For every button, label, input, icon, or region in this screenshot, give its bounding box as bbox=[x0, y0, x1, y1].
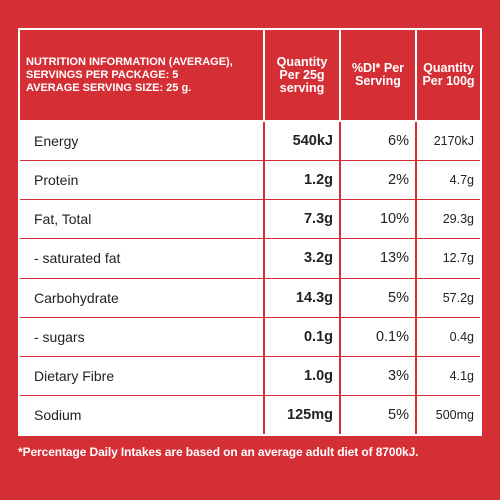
nutrition-info-header: NUTRITION INFORMATION (AVERAGE), SERVING… bbox=[20, 30, 264, 121]
per-serving-column-header: Quantity Per 25g serving bbox=[263, 30, 340, 121]
daily-intake-value: 0.1% bbox=[339, 316, 416, 357]
table-row: Dietary Fibre 1.0g 3% 4.1g bbox=[20, 355, 480, 396]
per-100g-value: 57.2g bbox=[415, 277, 480, 318]
per-serving-header-line3: serving bbox=[279, 80, 325, 95]
nutrition-panel: NUTRITION INFORMATION (AVERAGE), SERVING… bbox=[18, 28, 482, 436]
table-row: Sodium 125mg 5% 500mg bbox=[20, 394, 480, 434]
per-serving-header-line2: Per 25g bbox=[279, 67, 325, 82]
row-label: Protein bbox=[20, 160, 264, 200]
table-row: Protein 1.2g 2% 4.7g bbox=[20, 160, 480, 200]
row-label: - sugars bbox=[20, 316, 264, 357]
per-100g-value: 4.7g bbox=[415, 160, 480, 200]
table-row: - saturated fat 3.2g 13% 12.7g bbox=[20, 238, 480, 279]
per-serving-value: 7.3g bbox=[263, 199, 340, 239]
per-100g-value: 0.4g bbox=[415, 316, 480, 357]
table-row: Energy 540kJ 6% 2170kJ bbox=[20, 120, 480, 161]
per-serving-value: 0.1g bbox=[263, 316, 340, 357]
row-label: Dietary Fibre bbox=[20, 355, 264, 396]
row-label: Sodium bbox=[20, 394, 264, 434]
per-100g-value: 29.3g bbox=[415, 199, 480, 239]
daily-intake-value: 5% bbox=[339, 277, 416, 318]
daily-intake-column-header: %DI* Per Serving bbox=[339, 30, 416, 121]
per-serving-header-line1: Quantity bbox=[276, 54, 328, 69]
row-label: Fat, Total bbox=[20, 199, 264, 239]
daily-intake-value: 2% bbox=[339, 160, 416, 200]
row-label: Energy bbox=[20, 120, 264, 161]
average-serving-size: AVERAGE SERVING SIZE: 25 g. bbox=[26, 81, 192, 94]
per-100g-header-line2: Per 100g bbox=[422, 74, 475, 88]
daily-intake-value: 5% bbox=[339, 394, 416, 434]
daily-intake-footnote: *Percentage Daily Intakes are based on a… bbox=[18, 445, 419, 459]
table-row: - sugars 0.1g 0.1% 0.4g bbox=[20, 316, 480, 357]
row-label: - saturated fat bbox=[20, 238, 264, 279]
info-title: NUTRITION INFORMATION (AVERAGE), bbox=[26, 55, 233, 68]
table-row: Carbohydrate 14.3g 5% 57.2g bbox=[20, 277, 480, 318]
daily-intake-header-line1: %DI* Per bbox=[351, 61, 405, 75]
per-serving-value: 1.2g bbox=[263, 160, 340, 200]
servings-per-package: SERVINGS PER PACKAGE: 5 bbox=[26, 68, 179, 81]
daily-intake-value: 10% bbox=[339, 199, 416, 239]
per-100g-value: 12.7g bbox=[415, 238, 480, 279]
table-row: Fat, Total 7.3g 10% 29.3g bbox=[20, 199, 480, 239]
per-100g-column-header: Quantity Per 100g bbox=[415, 30, 480, 121]
per-100g-value: 4.1g bbox=[415, 355, 480, 396]
daily-intake-value: 3% bbox=[339, 355, 416, 396]
per-100g-value: 500mg bbox=[415, 394, 480, 434]
per-serving-value: 540kJ bbox=[263, 120, 340, 161]
daily-intake-value: 6% bbox=[339, 120, 416, 161]
per-100g-header-line1: Quantity bbox=[423, 61, 474, 75]
table-header-row: NUTRITION INFORMATION (AVERAGE), SERVING… bbox=[20, 30, 480, 121]
nutrition-table: NUTRITION INFORMATION (AVERAGE), SERVING… bbox=[20, 30, 480, 434]
daily-intake-header-line2: Serving bbox=[355, 74, 401, 88]
per-serving-value: 14.3g bbox=[263, 277, 340, 318]
row-label: Carbohydrate bbox=[20, 277, 264, 318]
per-serving-value: 1.0g bbox=[263, 355, 340, 396]
per-100g-value: 2170kJ bbox=[415, 120, 480, 161]
per-serving-value: 3.2g bbox=[263, 238, 340, 279]
per-serving-value: 125mg bbox=[263, 394, 340, 434]
daily-intake-value: 13% bbox=[339, 238, 416, 279]
